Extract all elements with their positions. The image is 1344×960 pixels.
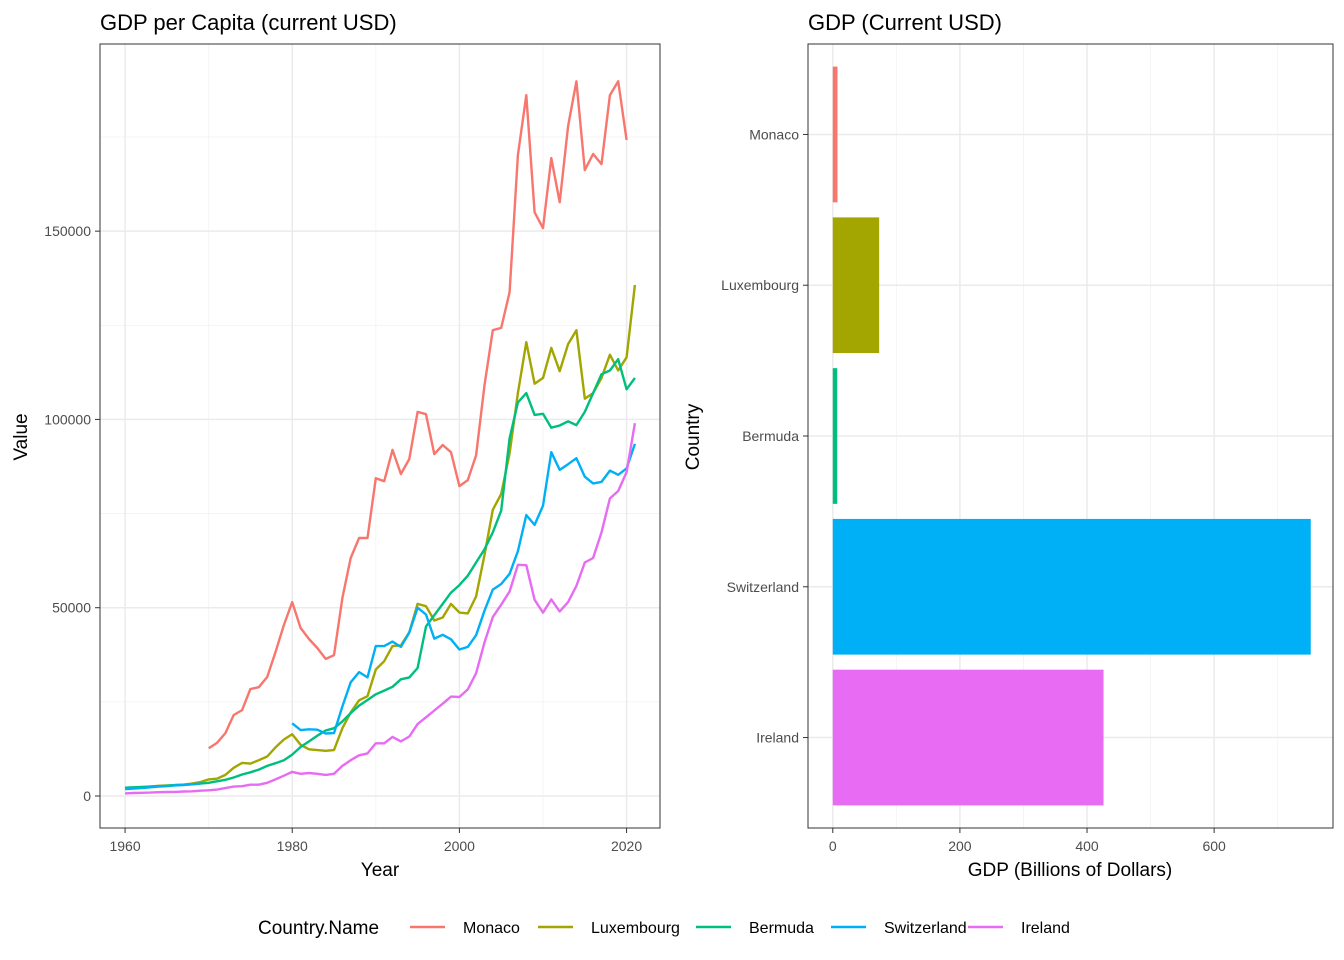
- series-line-bermuda: [125, 358, 636, 789]
- legend-title: Country.Name: [258, 918, 379, 939]
- series-line-monaco: [208, 80, 628, 750]
- bar-ireland: [832, 669, 1104, 806]
- legend-label: Monaco: [463, 920, 520, 937]
- y-tick-label: Ireland: [756, 730, 799, 746]
- x-tick-label: 0: [829, 838, 837, 854]
- y-tick-label: 0: [83, 788, 91, 804]
- y-tick-label: Switzerland: [727, 579, 799, 595]
- y-tick-label: Bermuda: [742, 428, 799, 444]
- bar-switzerland: [832, 518, 1311, 655]
- x-tick-label: 600: [1202, 838, 1226, 854]
- bar-chart-panel: [803, 43, 1334, 833]
- legend: Country.Name Monaco Luxembourg Bermuda Switz…: [258, 918, 1070, 939]
- y-tick-label: 150000: [44, 223, 91, 239]
- y-tick-label: Monaco: [749, 126, 799, 142]
- x-axis-title: GDP (Billions of Dollars): [968, 860, 1172, 881]
- line-chart-panel: [95, 43, 661, 833]
- x-tick-label: 1980: [277, 838, 308, 854]
- chart-title: GDP (Current USD): [808, 10, 1002, 35]
- y-axis-title: Country: [683, 403, 704, 470]
- x-tick-label: 200: [948, 838, 972, 854]
- plot-border: [807, 43, 1334, 829]
- x-tick-label: 2020: [611, 838, 642, 854]
- series-line-luxembourg: [125, 284, 637, 790]
- series-line-switzerland: [124, 443, 637, 791]
- plot-border: [99, 43, 661, 829]
- plot-background: [100, 44, 660, 828]
- y-tick-label: 50000: [52, 600, 91, 616]
- x-tick-label: 400: [1075, 838, 1099, 854]
- x-tick-label: 1960: [109, 838, 140, 854]
- legend-label: Luxembourg: [591, 920, 680, 937]
- series-line-ireland: [125, 422, 637, 795]
- legend-label: Ireland: [1021, 920, 1070, 937]
- bar-monaco: [832, 66, 838, 203]
- y-tick-label: Luxembourg: [721, 277, 799, 293]
- bar-bermuda: [832, 368, 838, 504]
- bar-luxembourg: [832, 217, 880, 354]
- legend-label: Switzerland: [884, 920, 967, 937]
- y-tick-label: 100000: [44, 411, 91, 427]
- legend-label: Bermuda: [749, 920, 814, 937]
- y-axis-title: Value: [11, 413, 32, 460]
- chart-title: GDP per Capita (current USD): [100, 10, 397, 35]
- x-axis-title: Year: [361, 860, 400, 881]
- x-tick-label: 2000: [444, 838, 475, 854]
